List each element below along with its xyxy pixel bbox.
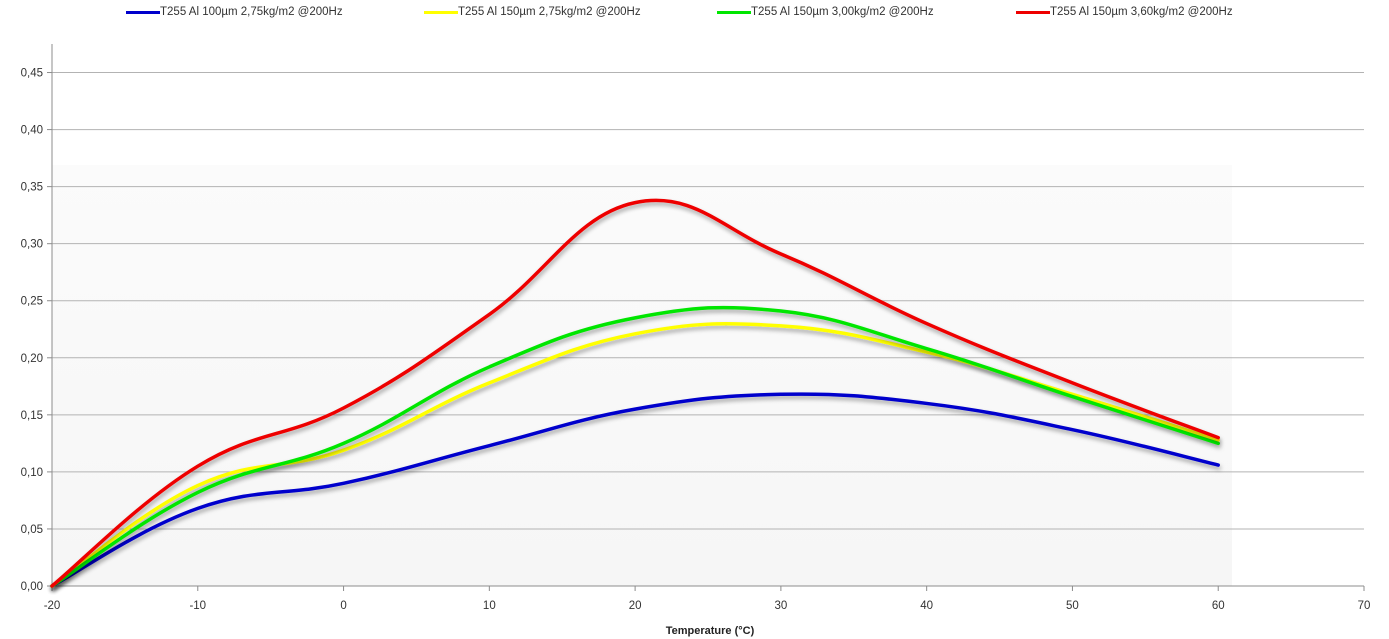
x-tick-label: 10 <box>483 600 496 612</box>
series-lines <box>50 198 1220 588</box>
x-tick-label: 30 <box>774 600 787 612</box>
x-tick-label: 70 <box>1358 600 1371 612</box>
y-tick-label: 0,40 <box>21 125 43 137</box>
legend-label-series-3: T255 Al 150µm 3,00kg/m2 @200Hz <box>751 6 934 18</box>
series-line-4 <box>50 198 1220 588</box>
plot-background <box>52 165 1232 586</box>
legend-swatch-series-3 <box>717 10 751 14</box>
y-tick-label: 0,05 <box>21 524 43 536</box>
y-tick-label: 0,35 <box>21 182 43 194</box>
legend-swatch-series-2 <box>424 10 458 14</box>
y-tick-label: 0,45 <box>21 68 43 80</box>
legend-label-series-1: T255 Al 100µm 2,75kg/m2 @200Hz <box>160 6 343 18</box>
y-tick-label: 0,30 <box>21 239 43 251</box>
y-tick-label: 0,15 <box>21 410 43 422</box>
y-tick-label: 0,00 <box>21 581 43 593</box>
series-line-3 <box>50 305 1220 588</box>
tick-labels: 0,00 0,05 0,10 0,15 0,20 0,25 0,30 0,35 0,40 0,45… <box>21 68 1371 612</box>
x-tick-label: 20 <box>629 600 642 612</box>
x-tick-label: 50 <box>1066 600 1079 612</box>
y-tick-label: 0,20 <box>21 353 43 365</box>
x-tick-label: 60 <box>1212 600 1225 612</box>
y-tick-label: 0,10 <box>21 467 43 479</box>
gridlines <box>52 72 1364 530</box>
x-tick-label: 0 <box>340 600 346 612</box>
x-axis-title: Temperature (°C) <box>666 625 755 637</box>
x-tick-label: 40 <box>920 600 933 612</box>
legend-item-series-1: T255 Al 100µm 2,75kg/m2 @200Hz <box>126 6 343 18</box>
axes <box>47 44 1365 591</box>
legend-item-series-4: T255 Al 150µm 3,60kg/m2 @200Hz <box>1016 6 1233 18</box>
x-tick-label: -10 <box>189 600 206 612</box>
legend-label-series-2: T255 Al 150µm 2,75kg/m2 @200Hz <box>458 6 641 18</box>
y-tick-label: 0,25 <box>21 296 43 308</box>
legend-swatch-series-4 <box>1016 10 1050 14</box>
legend-label-series-4: T255 Al 150µm 3,60kg/m2 @200Hz <box>1050 6 1233 18</box>
legend-swatch-series-1 <box>126 10 160 14</box>
x-tick-label: -20 <box>44 600 61 612</box>
legend-item-series-3: T255 Al 150µm 3,00kg/m2 @200Hz <box>717 6 934 18</box>
chart-legend: T255 Al 100µm 2,75kg/m2 @200Hz T255 Al 1… <box>0 6 1389 26</box>
series-line-1 <box>50 392 1220 588</box>
legend-item-series-2: T255 Al 150µm 2,75kg/m2 @200Hz <box>424 6 641 18</box>
